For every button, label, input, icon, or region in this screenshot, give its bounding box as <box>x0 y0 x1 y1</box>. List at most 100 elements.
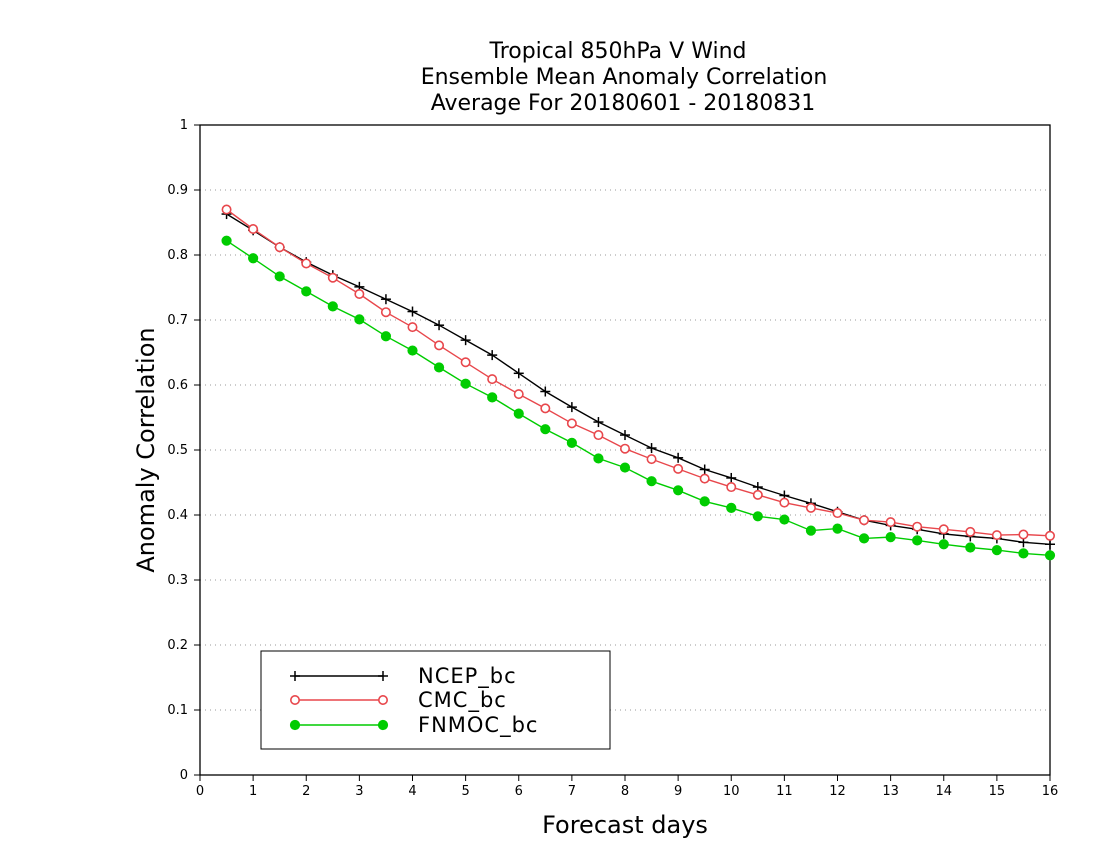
data-point-fnmoc-bc <box>513 408 524 419</box>
data-point-fnmoc-bc <box>433 362 445 373</box>
data-point-fnmoc-bc <box>274 271 285 282</box>
x-tick-label: 7 <box>568 784 576 799</box>
legend-marker-fnmoc-bc <box>289 719 301 731</box>
data-point-cmc-bc <box>991 530 1002 541</box>
x-tick-label: 13 <box>882 784 899 799</box>
legend-marker-cmc-bc <box>377 694 388 705</box>
data-point-cmc-bc <box>540 403 551 414</box>
y-tick-label: 0.9 <box>167 183 188 198</box>
legend-label-fnmoc-bc: FNMOC_bc <box>418 713 538 738</box>
x-tick-label: 10 <box>723 784 740 799</box>
data-point-ncep-bc <box>487 350 498 361</box>
data-point-fnmoc-bc <box>540 424 551 435</box>
series-fnmoc-bc <box>221 235 1056 561</box>
data-point-fnmoc-bc <box>566 437 577 448</box>
legend-label-ncep-bc: NCEP_bc <box>418 664 517 689</box>
x-tick-label: 8 <box>621 784 629 799</box>
data-point-ncep-bc <box>620 430 630 441</box>
data-point-fnmoc-bc <box>221 235 232 246</box>
y-tick-label: 0.7 <box>167 313 188 328</box>
legend-marker-ncep-bc <box>378 671 388 681</box>
data-point-cmc-bc <box>221 204 232 215</box>
data-point-fnmoc-bc <box>991 545 1002 556</box>
data-point-cmc-bc <box>779 497 790 508</box>
y-tick-label: 0.5 <box>167 443 188 458</box>
legend-marker-ncep-bc <box>290 671 300 681</box>
data-point-cmc-bc <box>407 322 418 333</box>
data-point-cmc-bc <box>805 502 816 513</box>
x-tick-label: 12 <box>829 784 846 799</box>
data-point-cmc-bc <box>513 389 524 400</box>
series-layer <box>221 204 1056 561</box>
data-point-cmc-bc <box>885 517 896 528</box>
data-point-cmc-bc <box>487 374 498 385</box>
data-point-cmc-bc <box>327 272 338 283</box>
y-axis-label: Anomaly Correlation <box>132 327 160 572</box>
x-tick-label: 5 <box>461 784 469 799</box>
data-point-cmc-bc <box>1018 529 1029 540</box>
data-point-fnmoc-bc <box>726 502 737 513</box>
data-point-cmc-bc <box>938 524 949 535</box>
series-line-cmc-bc <box>226 208 1051 537</box>
legend-entry-cmc-bc: CMC_bc <box>289 688 507 713</box>
x-tick-label: 1 <box>249 784 257 799</box>
legend-label-cmc-bc: CMC_bc <box>418 688 507 713</box>
data-point-cmc-bc <box>380 307 391 318</box>
y-tick-label: 0.1 <box>167 703 188 718</box>
data-point-fnmoc-bc <box>407 345 418 356</box>
data-point-cmc-bc <box>274 242 285 253</box>
x-tick-label: 14 <box>935 784 952 799</box>
data-point-fnmoc-bc <box>885 532 896 543</box>
data-point-cmc-bc <box>301 258 312 269</box>
data-point-cmc-bc <box>699 473 710 484</box>
data-point-ncep-bc <box>1045 539 1055 550</box>
data-point-fnmoc-bc <box>699 496 710 507</box>
data-point-cmc-bc <box>566 418 577 429</box>
data-point-cmc-bc <box>832 508 843 519</box>
title-line-1: Tropical 850hPa V Wind <box>488 39 746 64</box>
data-point-fnmoc-bc <box>354 314 365 325</box>
data-point-fnmoc-bc <box>619 462 631 473</box>
legend-entry-fnmoc-bc: FNMOC_bc <box>289 713 538 738</box>
data-point-cmc-bc <box>593 430 604 441</box>
x-tick-label: 16 <box>1042 784 1059 799</box>
data-point-fnmoc-bc <box>301 286 312 297</box>
data-point-fnmoc-bc <box>779 514 790 525</box>
data-point-ncep-bc <box>673 452 684 463</box>
data-point-cmc-bc <box>673 463 684 474</box>
data-point-ncep-bc <box>460 335 471 346</box>
x-tick-label: 11 <box>776 784 793 799</box>
data-point-fnmoc-bc <box>965 542 976 553</box>
data-point-fnmoc-bc <box>673 485 684 496</box>
data-point-fnmoc-bc <box>327 301 338 312</box>
x-tick-label: 4 <box>408 784 416 799</box>
data-point-ncep-bc <box>726 472 737 483</box>
data-point-cmc-bc <box>912 521 923 532</box>
y-tick-label: 0 <box>180 768 188 783</box>
data-point-ncep-bc <box>699 464 710 475</box>
data-point-fnmoc-bc <box>593 453 604 464</box>
data-point-fnmoc-bc <box>858 533 870 544</box>
data-point-fnmoc-bc <box>646 476 657 487</box>
x-tick-label: 2 <box>302 784 310 799</box>
data-point-fnmoc-bc <box>1018 548 1029 559</box>
y-tick-label: 0.8 <box>167 248 188 263</box>
x-tick-label: 9 <box>674 784 682 799</box>
y-tick-label: 0.3 <box>167 573 188 588</box>
x-tick-label: 6 <box>515 784 523 799</box>
data-point-cmc-bc <box>354 288 365 299</box>
data-point-ncep-bc <box>540 386 551 397</box>
data-point-ncep-bc <box>593 417 604 428</box>
data-point-fnmoc-bc <box>380 331 392 342</box>
legend-marker-cmc-bc <box>289 694 300 705</box>
y-tick-label: 0.2 <box>167 638 188 653</box>
y-tick-label: 0.4 <box>167 508 188 523</box>
legend-entry-ncep-bc: NCEP_bc <box>290 664 517 689</box>
data-point-ncep-bc <box>566 402 577 413</box>
x-tick-label: 15 <box>989 784 1006 799</box>
data-point-cmc-bc <box>248 224 259 235</box>
data-point-fnmoc-bc <box>752 511 763 522</box>
title-line-3: Average For 20180601 - 20180831 <box>431 91 816 116</box>
data-point-cmc-bc <box>859 515 870 526</box>
